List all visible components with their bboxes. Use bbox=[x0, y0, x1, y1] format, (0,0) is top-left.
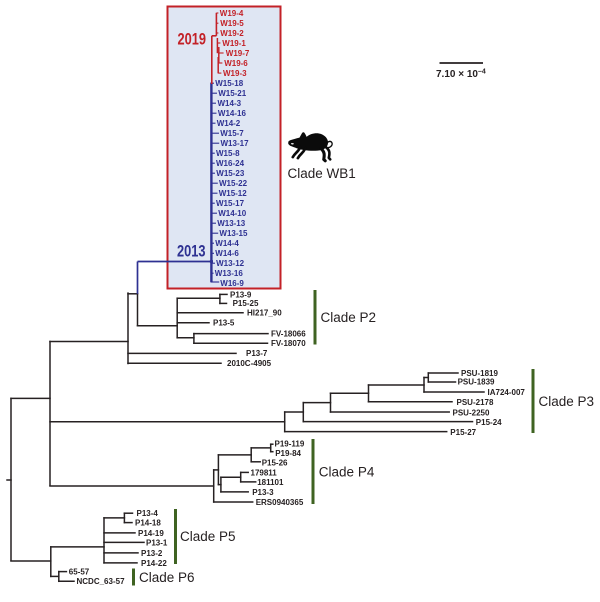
svg-text:NCDC_63-57: NCDC_63-57 bbox=[77, 577, 126, 586]
svg-text:2013: 2013 bbox=[177, 243, 206, 261]
svg-text:P19-119: P19-119 bbox=[275, 440, 305, 449]
svg-text:P14-18: P14-18 bbox=[135, 519, 161, 528]
svg-text:Clade WB1: Clade WB1 bbox=[288, 166, 356, 181]
svg-text:W13-12: W13-12 bbox=[216, 259, 245, 268]
svg-text:P15-27: P15-27 bbox=[450, 428, 476, 437]
svg-text:PSU-1839: PSU-1839 bbox=[458, 378, 495, 387]
svg-text:W13-17: W13-17 bbox=[221, 139, 250, 148]
svg-text:2019: 2019 bbox=[178, 31, 207, 49]
svg-text:W19-5: W19-5 bbox=[220, 19, 244, 28]
svg-text:W19-3: W19-3 bbox=[223, 69, 247, 78]
svg-text:W19-4: W19-4 bbox=[220, 9, 244, 18]
svg-text:179811: 179811 bbox=[251, 469, 278, 478]
svg-text:P13-4: P13-4 bbox=[137, 509, 159, 518]
svg-text:IA724-007: IA724-007 bbox=[488, 388, 526, 397]
svg-text:PSU-2250: PSU-2250 bbox=[453, 408, 490, 417]
svg-text:W19-1: W19-1 bbox=[222, 39, 246, 48]
svg-text:W14-16: W14-16 bbox=[218, 109, 247, 118]
svg-text:W15-21: W15-21 bbox=[218, 89, 247, 98]
svg-text:P14-19: P14-19 bbox=[138, 529, 164, 538]
svg-text:W13-16: W13-16 bbox=[215, 269, 244, 278]
svg-text:P14-22: P14-22 bbox=[141, 559, 167, 568]
svg-text:2010C-4905: 2010C-4905 bbox=[227, 359, 272, 368]
svg-text:Clade P2: Clade P2 bbox=[321, 310, 377, 325]
svg-text:P13-3: P13-3 bbox=[252, 488, 274, 497]
svg-text:W19-7: W19-7 bbox=[226, 49, 250, 58]
svg-text:ERS0940365: ERS0940365 bbox=[256, 498, 304, 507]
svg-text:W13-15: W13-15 bbox=[219, 229, 248, 238]
svg-text:P13-7: P13-7 bbox=[246, 349, 268, 358]
svg-text:PSU-2178: PSU-2178 bbox=[457, 398, 494, 407]
svg-text:W15-7: W15-7 bbox=[220, 129, 244, 138]
svg-text:W16-9: W16-9 bbox=[220, 279, 244, 288]
svg-text:W19-2: W19-2 bbox=[220, 29, 244, 38]
svg-text:Clade P6: Clade P6 bbox=[139, 570, 195, 585]
svg-text:W19-6: W19-6 bbox=[224, 59, 248, 68]
svg-text:W14-6: W14-6 bbox=[215, 249, 239, 258]
svg-text:W14-3: W14-3 bbox=[218, 99, 242, 108]
svg-text:P19-84: P19-84 bbox=[275, 449, 301, 458]
svg-text:Clade P5: Clade P5 bbox=[180, 529, 236, 544]
svg-text:W15-8: W15-8 bbox=[216, 149, 240, 158]
svg-text:W15-18: W15-18 bbox=[215, 79, 244, 88]
svg-text:65-57: 65-57 bbox=[69, 568, 90, 577]
svg-text:P15-24: P15-24 bbox=[476, 418, 502, 427]
svg-text:7.10 × 10–4: 7.10 × 10–4 bbox=[436, 69, 486, 81]
svg-text:W14-4: W14-4 bbox=[215, 239, 239, 248]
svg-text:W16-24: W16-24 bbox=[216, 159, 245, 168]
svg-text:W14-10: W14-10 bbox=[218, 209, 247, 218]
svg-text:W15-22: W15-22 bbox=[219, 179, 248, 188]
svg-text:PSU-1819: PSU-1819 bbox=[461, 369, 498, 378]
svg-text:181101: 181101 bbox=[257, 478, 284, 487]
svg-text:Clade P3: Clade P3 bbox=[539, 394, 595, 409]
svg-text:P13-9: P13-9 bbox=[230, 290, 252, 299]
svg-text:P13-5: P13-5 bbox=[213, 319, 235, 328]
svg-text:W15-23: W15-23 bbox=[216, 169, 245, 178]
svg-text:W15-17: W15-17 bbox=[216, 199, 245, 208]
svg-text:HI217_90: HI217_90 bbox=[247, 309, 282, 318]
svg-text:P13-1: P13-1 bbox=[146, 538, 168, 547]
svg-text:P15-26: P15-26 bbox=[262, 458, 288, 467]
svg-text:W14-2: W14-2 bbox=[217, 119, 241, 128]
svg-text:P15-25: P15-25 bbox=[233, 299, 259, 308]
svg-text:FV-18066: FV-18066 bbox=[271, 329, 306, 338]
svg-text:FV-18070: FV-18070 bbox=[271, 339, 306, 348]
svg-text:W13-13: W13-13 bbox=[217, 219, 246, 228]
svg-text:W15-12: W15-12 bbox=[219, 189, 248, 198]
svg-text:P13-2: P13-2 bbox=[141, 549, 163, 558]
svg-text:Clade P4: Clade P4 bbox=[319, 465, 375, 480]
